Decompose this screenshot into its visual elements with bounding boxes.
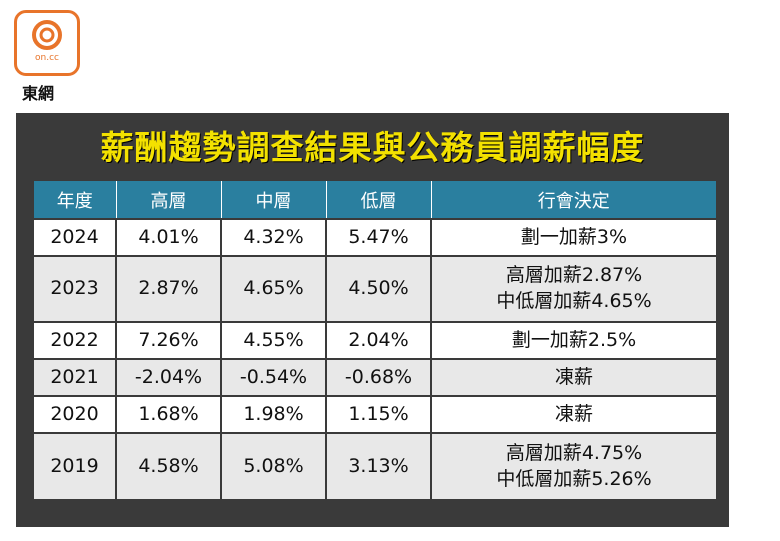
decision-line: 劃一加薪3% xyxy=(520,225,628,248)
cell-year: 2019 xyxy=(34,432,117,499)
table-row: 2024 4.01% 4.32% 5.47% 劃一加薪3% xyxy=(34,218,716,256)
cell-low: 2.04% xyxy=(326,321,432,359)
table-row: 2019 4.58% 5.08% 3.13% 高層加薪4.75% 中低層加薪5.… xyxy=(34,432,716,499)
logo-caption: 東網 xyxy=(22,84,55,103)
header-decision: 行會決定 xyxy=(431,181,716,219)
oncc-logo-icon xyxy=(32,20,62,50)
cell-mid: -0.54% xyxy=(221,358,327,396)
cell-decision: 凍薪 xyxy=(431,395,716,433)
cell-decision: 高層加薪2.87% 中低層加薪4.65% xyxy=(431,255,716,322)
cell-low: 4.50% xyxy=(326,255,432,322)
cell-year: 2022 xyxy=(34,321,117,359)
cell-high: 4.58% xyxy=(116,432,222,499)
decision-line: 中低層加薪4.65% xyxy=(496,290,652,312)
header-high: 高層 xyxy=(116,181,222,219)
cell-decision: 凍薪 xyxy=(431,358,716,396)
cell-year: 2024 xyxy=(34,218,117,256)
cell-mid: 5.08% xyxy=(221,432,327,499)
cell-mid: 4.55% xyxy=(221,321,327,359)
decision-line: 凍薪 xyxy=(554,365,593,388)
logo-mark-text: on.cc xyxy=(35,53,59,63)
table-header-row: 年度 高層 中層 低層 行會決定 xyxy=(34,181,716,219)
cell-low: 1.15% xyxy=(326,395,432,433)
table-row: 2022 7.26% 4.55% 2.04% 劃一加薪2.5% xyxy=(34,321,716,359)
header-mid: 中層 xyxy=(221,181,327,219)
cell-year: 2023 xyxy=(34,255,117,322)
cell-decision: 劃一加薪3% xyxy=(431,218,716,256)
salary-table: 年度 高層 中層 低層 行會決定 2024 4.01% 4.32% 5.47% … xyxy=(34,181,716,499)
cell-high: 4.01% xyxy=(116,218,222,256)
cell-low: -0.68% xyxy=(326,358,432,396)
cell-high: 2.87% xyxy=(116,255,222,322)
decision-line: 高層加薪4.75% xyxy=(505,441,643,464)
cell-decision: 劃一加薪2.5% xyxy=(431,321,716,359)
decision-line: 中低層加薪5.26% xyxy=(496,467,652,490)
survey-panel: 薪酬趨勢調查結果與公務員調薪幅度 年度 高層 中層 低層 行會決定 2024 4… xyxy=(16,113,729,527)
decision-line: 凍薪 xyxy=(554,402,593,425)
table-row: 2023 2.87% 4.65% 4.50% 高層加薪2.87% 中低層加薪4.… xyxy=(34,255,716,322)
oncc-logo: on.cc xyxy=(14,10,80,76)
decision-line: 劃一加薪2.5% xyxy=(511,328,637,351)
decision-line: 高層加薪2.87% xyxy=(505,264,643,287)
cell-decision: 高層加薪4.75% 中低層加薪5.26% xyxy=(431,432,716,499)
cell-low: 5.47% xyxy=(326,218,432,256)
cell-year: 2020 xyxy=(34,395,117,433)
cell-mid: 4.32% xyxy=(221,218,327,256)
table-row: 2020 1.68% 1.98% 1.15% 凍薪 xyxy=(34,395,716,433)
panel-title: 薪酬趨勢調查結果與公務員調薪幅度 xyxy=(100,128,645,167)
cell-high: -2.04% xyxy=(116,358,222,396)
header-low: 低層 xyxy=(326,181,432,219)
cell-year: 2021 xyxy=(34,358,117,396)
cell-low: 3.13% xyxy=(326,432,432,499)
table-row: 2021 -2.04% -0.54% -0.68% 凍薪 xyxy=(34,358,716,396)
cell-mid: 4.65% xyxy=(221,255,327,322)
cell-mid: 1.98% xyxy=(221,395,327,433)
cell-high: 7.26% xyxy=(116,321,222,359)
cell-high: 1.68% xyxy=(116,395,222,433)
header-year: 年度 xyxy=(34,181,117,219)
